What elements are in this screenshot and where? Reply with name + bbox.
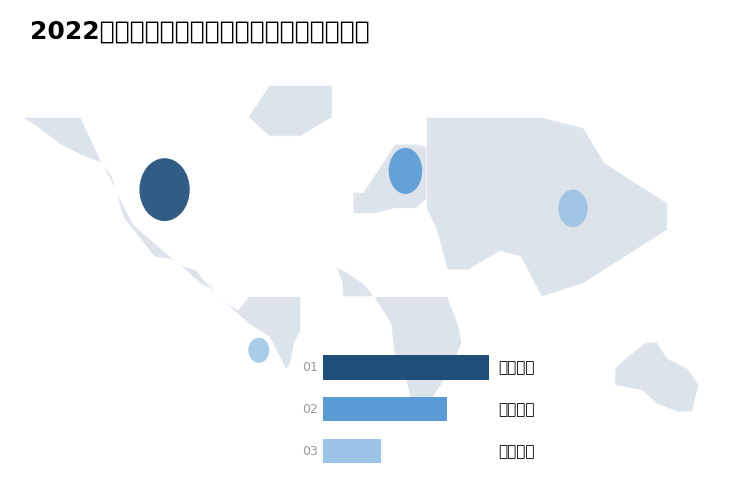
Polygon shape xyxy=(249,85,332,136)
Text: 北美地区: 北美地区 xyxy=(499,360,535,375)
Ellipse shape xyxy=(389,148,422,194)
Text: 2022年全球人工香料生产、消费地区分布情况: 2022年全球人工香料生产、消费地区分布情况 xyxy=(30,19,369,43)
Text: 03: 03 xyxy=(302,445,318,457)
Bar xyxy=(323,397,448,421)
Bar xyxy=(323,439,381,463)
Ellipse shape xyxy=(558,190,587,227)
Polygon shape xyxy=(427,118,667,297)
Text: 01: 01 xyxy=(302,361,318,374)
Polygon shape xyxy=(353,144,448,214)
Polygon shape xyxy=(207,278,300,369)
Ellipse shape xyxy=(140,158,190,221)
Text: 02: 02 xyxy=(302,403,318,416)
Bar xyxy=(323,355,489,379)
Text: 亚洲地区: 亚洲地区 xyxy=(499,444,535,459)
Polygon shape xyxy=(336,267,462,404)
Polygon shape xyxy=(615,342,698,412)
Polygon shape xyxy=(23,118,213,288)
Ellipse shape xyxy=(249,338,270,363)
Text: 欧洲地区: 欧洲地区 xyxy=(499,402,535,417)
